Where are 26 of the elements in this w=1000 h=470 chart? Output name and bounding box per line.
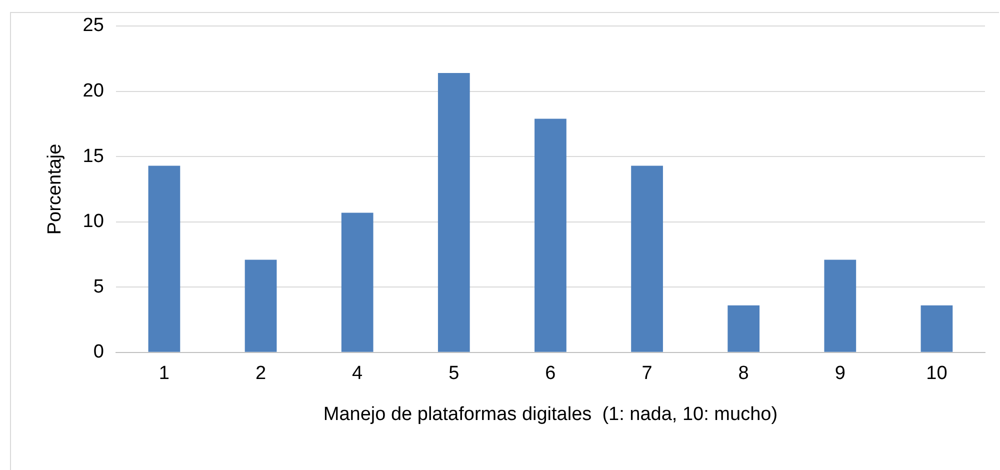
y-tick-label: 10 [82, 211, 104, 232]
bar [631, 166, 663, 352]
y-axis-title: Porcentaje [44, 144, 66, 235]
y-tick-label: 20 [82, 80, 104, 102]
bar [920, 305, 953, 352]
y-tick-label: 15 [82, 146, 104, 167]
bar [728, 305, 760, 352]
y-tick-label: 25 [82, 15, 104, 36]
bar [534, 118, 566, 352]
bar [341, 212, 374, 352]
bar [824, 260, 856, 352]
bar [438, 73, 470, 352]
x-tick-label: 7 [642, 363, 652, 384]
x-tick-label: 10 [926, 363, 948, 384]
x-tick-label: 5 [448, 363, 460, 384]
x-tick-label: 9 [834, 363, 846, 384]
bar [244, 260, 277, 352]
bar [148, 166, 180, 352]
x-tick-label: 1 [158, 363, 170, 384]
y-tick-label: 0 [93, 342, 104, 363]
x-tick-label: 2 [255, 363, 266, 384]
x-tick-label: 8 [738, 363, 749, 384]
x-tick-label: 6 [545, 363, 556, 384]
x-axis-title: Manejo de plataformas digitales (1: nada, 10: mucho) [323, 404, 778, 425]
x-tick-label: 4 [352, 363, 364, 384]
y-tick-label: 5 [93, 276, 104, 298]
